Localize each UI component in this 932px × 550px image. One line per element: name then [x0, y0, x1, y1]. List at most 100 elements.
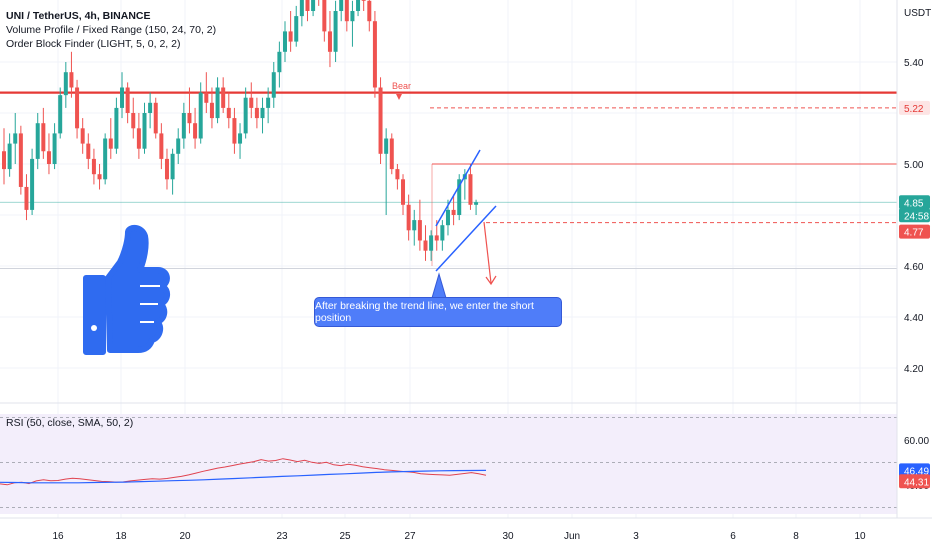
candle-body: [406, 204, 411, 231]
bear-marker-triangle: [396, 94, 402, 100]
candle-body: [69, 72, 74, 88]
candle-body: [378, 87, 383, 154]
candle-body: [153, 102, 158, 134]
candle-body: [395, 169, 400, 180]
rsi-tag-label: 46.49: [904, 466, 929, 477]
candle-body: [249, 97, 254, 108]
candle-body: [429, 235, 434, 251]
candle-body: [131, 113, 136, 129]
candle-body: [423, 240, 428, 251]
candle-body: [232, 118, 237, 144]
time-tick: Jun: [564, 531, 580, 542]
candle-body: [288, 31, 293, 42]
time-tick: 16: [52, 531, 64, 542]
candle-body: [445, 209, 450, 226]
candle-body: [344, 0, 349, 22]
candle-body: [187, 113, 192, 124]
candle-body: [97, 174, 102, 180]
price-tags: 5.22 4.85 24:58 4.77: [899, 100, 930, 239]
candle-body: [204, 92, 209, 103]
volume-profile-legend[interactable]: Volume Profile / Fixed Range (150, 24, 7…: [6, 24, 217, 36]
candle-body: [271, 72, 276, 98]
time-tick: 6: [730, 531, 736, 542]
bear-marker-label: Bear: [392, 81, 411, 91]
time-tick: 25: [339, 531, 351, 542]
time-tick: 8: [793, 531, 799, 542]
candle-body: [136, 128, 141, 149]
candle-body: [226, 107, 231, 119]
lower-trendline[interactable]: [435, 205, 497, 272]
candle-body: [260, 107, 265, 119]
candle-body: [322, 0, 327, 32]
candle-body: [361, 0, 366, 1]
candle-body: [333, 11, 338, 52]
candle-body: [108, 138, 113, 149]
candle-body: [181, 113, 186, 139]
candle-body: [243, 97, 248, 134]
candle-body: [63, 72, 68, 96]
candle-body: [209, 102, 214, 119]
thumbs-up-icon: [83, 224, 170, 355]
price-tag-bg: [899, 208, 930, 223]
candle-body: [299, 0, 304, 17]
candle-body: [170, 153, 175, 180]
rsi-tag-bg: [899, 463, 930, 478]
candle-body: [254, 107, 259, 119]
price-tag-label: 4.77: [904, 228, 924, 239]
candle-body: [18, 133, 23, 187]
candle-body: [238, 133, 243, 144]
rsi-legend[interactable]: RSI (50, close, SMA, 50, 2): [6, 417, 134, 429]
candle-body: [30, 158, 35, 210]
candle-body: [440, 225, 445, 241]
candle-body: [24, 186, 29, 210]
time-axis[interactable]: 16 18 20 23 25 27 30 Jun 3 6 8 10: [52, 531, 866, 542]
candle-body: [103, 138, 108, 180]
candle-body: [339, 0, 344, 11]
candle-body: [434, 235, 439, 241]
candle-body: [148, 102, 153, 113]
price-axis[interactable]: 5.40 5.00 4.60 4.40 4.20: [904, 58, 924, 375]
price-tick: 4.20: [904, 364, 924, 375]
candle-body: [327, 31, 332, 52]
candle-body: [468, 174, 473, 205]
price-tag-bg: [899, 195, 930, 210]
candle-body: [215, 87, 220, 119]
time-tick: 18: [115, 531, 127, 542]
rsi-tag-label: 44.31: [904, 477, 929, 488]
candle-body: [142, 113, 147, 149]
candle-body: [46, 151, 51, 164]
candle-body: [80, 128, 85, 144]
price-tick: 4.40: [904, 313, 924, 324]
candle-body: [401, 179, 406, 205]
candle-body: [372, 21, 377, 88]
currency-label: USDT: [904, 8, 931, 19]
upper-trendline[interactable]: [435, 149, 481, 227]
candle-body: [52, 133, 57, 164]
candle-body: [417, 220, 422, 241]
order-block-legend[interactable]: Order Block Finder (LIGHT, 5, 0, 2, 2): [6, 38, 181, 50]
candle-body: [389, 138, 394, 170]
price-tag-label: 24:58: [904, 211, 929, 222]
symbol-legend[interactable]: UNI / TetherUS, 4h, BINANCE: [6, 10, 151, 23]
time-tick: 10: [854, 531, 866, 542]
price-tick: 4.60: [904, 262, 924, 273]
candle-body: [35, 123, 40, 159]
candle-body: [193, 123, 198, 139]
candle-body: [367, 0, 372, 22]
candle-body: [120, 87, 125, 108]
symbol-title: UNI / TetherUS, 4h, BINANCE: [6, 10, 151, 22]
trade-callout[interactable]: After breaking the trend line, we enter …: [314, 297, 562, 327]
candle-body: [7, 143, 12, 170]
candle-body: [41, 123, 46, 152]
candle-body: [266, 97, 271, 108]
candle-body: [412, 220, 417, 231]
candle-body: [58, 95, 63, 134]
candle-body: [311, 0, 316, 11]
time-tick: 27: [404, 531, 416, 542]
down-arrow-icon[interactable]: [483, 221, 497, 286]
time-tick: 20: [179, 531, 191, 542]
candle-body: [13, 133, 18, 144]
rsi-panel-background: [0, 414, 897, 514]
